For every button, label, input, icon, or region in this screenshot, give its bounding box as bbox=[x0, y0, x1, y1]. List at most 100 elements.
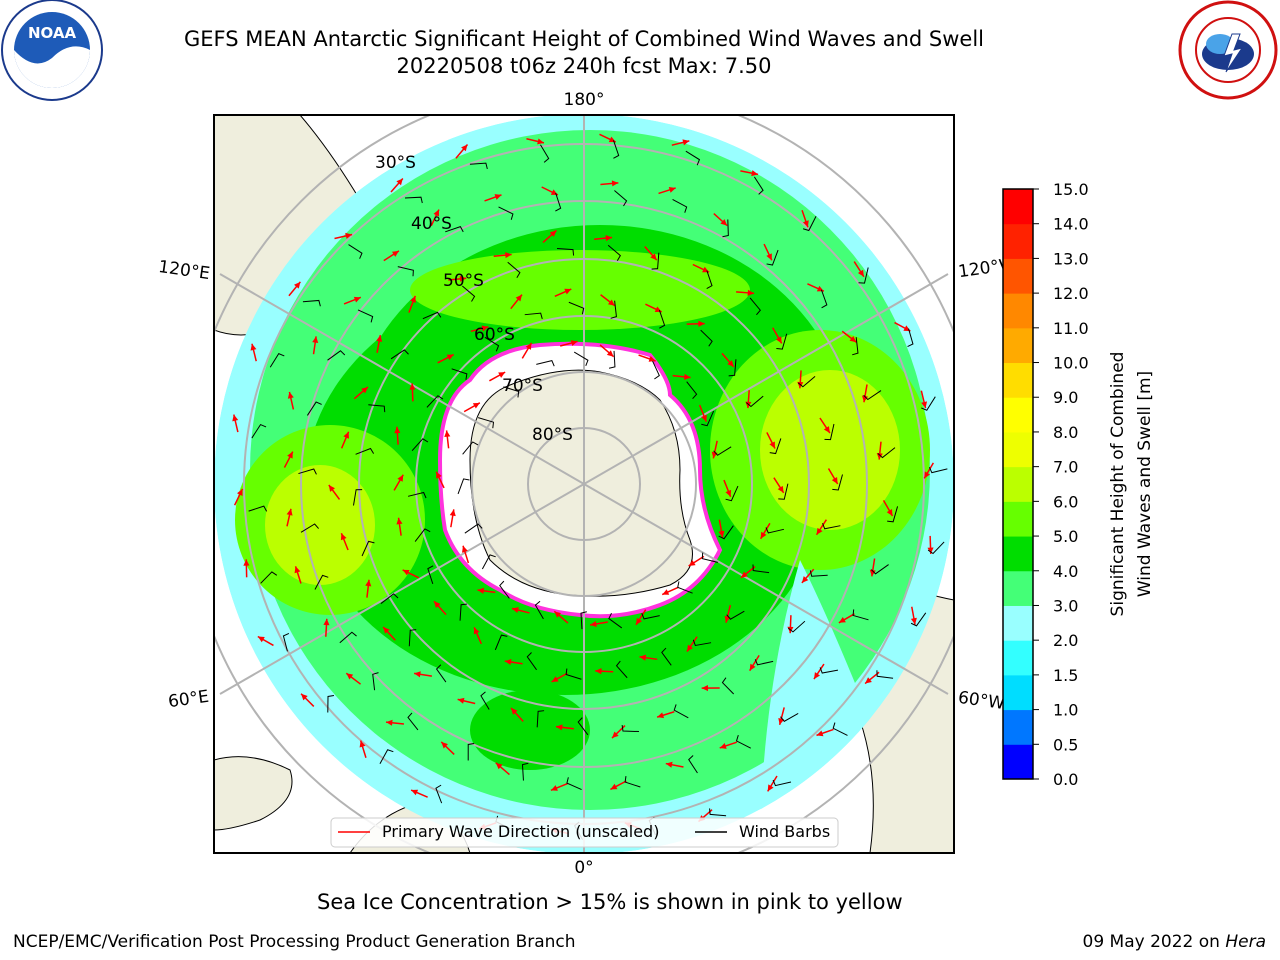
wave-direction-arrowhead bbox=[570, 340, 578, 346]
wind-barb bbox=[706, 270, 713, 289]
wind-barb bbox=[672, 198, 688, 213]
wave-direction-arrowhead bbox=[505, 252, 512, 259]
lat-label-60s: 60°S bbox=[474, 325, 515, 345]
colorbar-tick-label: 1.5 bbox=[1053, 666, 1078, 685]
wave-direction-arrowhead bbox=[394, 426, 401, 434]
wave-direction-arrowhead bbox=[865, 677, 872, 684]
wave-direction-arrowhead bbox=[511, 607, 519, 614]
nws-logo bbox=[1178, 0, 1278, 100]
wave-direction-arrowhead bbox=[921, 401, 928, 409]
wind-barb bbox=[499, 580, 510, 599]
wave-direction-arrowhead bbox=[472, 402, 480, 409]
wave-direction-arrowhead bbox=[668, 186, 676, 193]
colorbar-tick-label: 13.0 bbox=[1053, 249, 1089, 268]
wave-direction-arrowhead bbox=[232, 414, 239, 422]
lat-label-40s: 40°S bbox=[411, 214, 452, 234]
colorbar-tick-label: 3.0 bbox=[1053, 596, 1078, 615]
wave-direction-arrowhead bbox=[555, 724, 563, 731]
wind-barb bbox=[621, 725, 639, 733]
wind-barb bbox=[462, 441, 479, 455]
wind-barb bbox=[735, 735, 751, 749]
wind-barb bbox=[701, 552, 718, 563]
wind-barb bbox=[352, 489, 363, 506]
wave-direction-arrowhead bbox=[515, 294, 522, 302]
wind-barb bbox=[478, 417, 495, 429]
wind-barb bbox=[797, 376, 816, 388]
lon-label-60e: 60°E bbox=[167, 687, 210, 712]
wind-barb bbox=[907, 328, 914, 348]
wind-barb bbox=[524, 312, 543, 320]
wind-barb bbox=[809, 570, 828, 577]
wave-direction-arrowhead bbox=[554, 611, 562, 618]
wind-barb bbox=[692, 639, 712, 647]
wave-direction-arrowhead bbox=[823, 426, 830, 434]
wind-barb bbox=[498, 206, 514, 220]
wind-barb bbox=[709, 808, 727, 817]
legend-primary-label: Primary Wave Direction (unscaled) bbox=[382, 822, 659, 841]
wind-barb bbox=[536, 710, 545, 728]
wind-barb bbox=[852, 609, 869, 621]
wave-direction-arrowhead bbox=[740, 571, 748, 578]
wave-direction-arrowhead bbox=[365, 579, 372, 587]
colorbar-tick-label: 15.0 bbox=[1053, 180, 1089, 199]
wave-direction-arrowhead bbox=[340, 533, 347, 541]
wind-barb bbox=[858, 267, 869, 284]
wind-barb bbox=[339, 631, 357, 644]
wave-direction-arrowhead bbox=[396, 178, 403, 186]
wind-barb bbox=[411, 438, 429, 452]
wave-direction-arrowhead bbox=[286, 508, 293, 516]
wind-barb bbox=[769, 438, 782, 455]
wave-direction-arrowhead bbox=[876, 452, 883, 460]
wave-direction-arrowhead bbox=[294, 566, 301, 574]
wind-barb bbox=[615, 660, 628, 679]
colorbar-band bbox=[1003, 501, 1033, 537]
wind-barb bbox=[368, 404, 386, 413]
wave-direction-arrowhead bbox=[494, 194, 502, 200]
wave-direction-arrowhead bbox=[361, 386, 368, 394]
colorbar-tick-label: 11.0 bbox=[1053, 319, 1089, 338]
wind-barb bbox=[677, 581, 693, 594]
colorbar-band bbox=[1003, 709, 1033, 745]
wind-barb bbox=[921, 396, 936, 411]
wind-barb bbox=[577, 717, 589, 736]
wave-direction-arrowhead bbox=[831, 477, 838, 485]
lon-label-0: 0° bbox=[574, 858, 593, 878]
wave-direction-arrowhead bbox=[767, 784, 774, 792]
wind-barb bbox=[713, 446, 732, 456]
wind-barb bbox=[802, 215, 817, 232]
wind-barb bbox=[397, 266, 414, 277]
colorbar-tick-label: 5.0 bbox=[1053, 527, 1078, 546]
wave-direction-arrowhead bbox=[657, 712, 665, 719]
colorbar-band bbox=[1003, 605, 1033, 641]
wind-barb bbox=[390, 349, 409, 360]
wave-direction-arrowhead bbox=[433, 601, 441, 609]
wave-direction-arrowhead bbox=[639, 654, 647, 661]
wave-direction-arrowhead bbox=[769, 441, 775, 449]
wind-barb bbox=[752, 564, 770, 574]
wave-direction-arrowhead bbox=[595, 668, 602, 675]
colorbar-tick-label: 12.0 bbox=[1053, 284, 1089, 303]
colorbar-band bbox=[1003, 189, 1033, 225]
wave-direction-arrowhead bbox=[719, 743, 727, 749]
wave-direction-arrowhead bbox=[650, 253, 657, 261]
wave-direction-arrowhead bbox=[444, 430, 451, 438]
wind-barb bbox=[534, 600, 544, 620]
wind-barb bbox=[728, 359, 737, 377]
wave-direction-arrowhead bbox=[411, 789, 419, 796]
wave-direction-arrowhead bbox=[397, 474, 404, 482]
wind-barb bbox=[822, 522, 841, 530]
wave-direction-arrowhead bbox=[376, 335, 383, 342]
wind-barb bbox=[863, 390, 882, 401]
wind-barb bbox=[282, 633, 290, 652]
wave-direction-arrowhead bbox=[410, 295, 416, 303]
wind-barb bbox=[503, 386, 520, 398]
wave-direction-arrowhead bbox=[747, 289, 755, 296]
wind-barb bbox=[565, 668, 582, 680]
wind-barb bbox=[673, 704, 689, 719]
colorbar-band bbox=[1003, 466, 1033, 502]
wave-direction-arrowhead bbox=[775, 336, 782, 344]
colorbar-band bbox=[1003, 536, 1033, 572]
wave-direction-arrowhead bbox=[550, 785, 558, 791]
wave-direction-arrowhead bbox=[612, 731, 619, 739]
wave-direction-arrowhead bbox=[608, 299, 615, 306]
